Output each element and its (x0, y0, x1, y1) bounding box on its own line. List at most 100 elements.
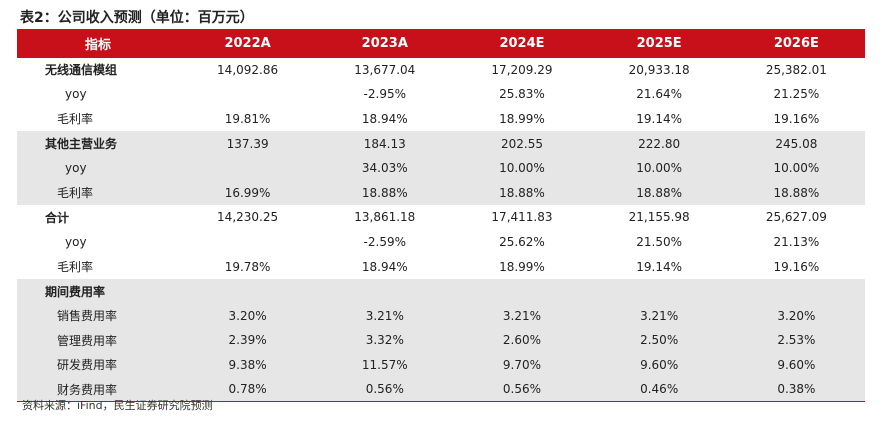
table-cell: 3.21% (502, 308, 542, 323)
table-cell: 18.99% (499, 259, 545, 274)
table-cell: 202.55 (500, 136, 543, 151)
row-label: 销售费用率 (57, 309, 118, 324)
table-row: 毛利率 16.99% 18.88% 18.88% 18.88% 18.88% (17, 180, 865, 206)
table-cell: 19.14% (636, 111, 683, 126)
table-cell: 19.81% (224, 111, 271, 126)
row-label: 毛利率 (57, 186, 94, 201)
table-cell: 16.99% (224, 185, 271, 200)
revenue-forecast-table: 指标 2022A 2023A 2024E 2025E 2026E 无线通信模组 1… (17, 29, 865, 402)
table-row: 毛利率 19.81% 18.94% 18.99% 19.14% 19.16% (17, 107, 865, 132)
table-row: 销售费用率 3.20% 3.21% 3.21% 3.21% 3.20% (17, 303, 865, 329)
table-cell (453, 279, 590, 304)
table-cell: 13,861.18 (354, 210, 416, 225)
table-cell: 18.88% (361, 185, 408, 200)
table-cell: 2.50% (640, 333, 679, 348)
table-cell: 34.03% (361, 161, 408, 176)
table-cell: 0.56% (365, 382, 404, 397)
table-cell: 21.25% (773, 87, 820, 102)
table-cell: 18.99% (499, 111, 545, 126)
table-cell: 18.88% (636, 185, 683, 200)
table-cell: 3.21% (365, 308, 404, 323)
table-row: 其他主营业务 137.39 184.13 202.55 222.80 245.08 (17, 131, 865, 156)
table-cell: 25,382.01 (765, 62, 827, 77)
header-cell-2023a: 2023A (316, 29, 454, 58)
row-label: 财务费用率 (57, 382, 118, 397)
table-row: 财务费用率 0.78% 0.56% 0.56% 0.46% 0.38% (17, 377, 865, 402)
table-cell: 18.88% (773, 185, 820, 200)
table-cell (179, 82, 316, 107)
table-cell (179, 279, 316, 304)
table-cell: 222.80 (638, 136, 681, 151)
table-row: yoy -2.95% 25.83% 21.64% 21.25% (17, 82, 865, 107)
table-cell: 0.38% (777, 382, 816, 397)
row-label: 管理费用率 (57, 333, 118, 348)
table-cell: 9.70% (502, 357, 542, 372)
table-cell: 14,092.86 (217, 62, 279, 77)
table-cell: 21,155.98 (628, 210, 690, 225)
row-label: 合计 (45, 210, 70, 225)
row-label: 毛利率 (57, 260, 94, 275)
forecast-table-container: 指标 2022A 2023A 2024E 2025E 2026E 无线通信模组 1… (17, 29, 865, 402)
row-label: yoy (65, 161, 87, 176)
table-cell: 3.21% (640, 308, 679, 323)
table-cell: 137.39 (226, 136, 269, 151)
row-label: 毛利率 (57, 112, 94, 127)
table-row: 合计 14,230.25 13,861.18 17,411.83 21,155.98 25… (17, 205, 865, 230)
table-cell: 0.46% (640, 382, 679, 397)
table-row: 毛利率 19.78% 18.94% 18.99% 19.14% 19.16% (17, 254, 865, 279)
table-cell (179, 230, 316, 255)
table-row: 期间费用率 (17, 278, 865, 304)
table-cell: 10.00% (636, 161, 683, 176)
table-cell: 19.78% (224, 259, 271, 274)
table-cell: 9.60% (777, 357, 816, 372)
source-note: 资料来源：iFind，民生证券研究院预测 (22, 399, 213, 412)
table-cell: 18.94% (361, 259, 408, 274)
table-cell: 9.60% (640, 357, 679, 372)
header-cell-metric: 指标 (17, 29, 179, 58)
header-cell-2024e: 2024E (453, 29, 591, 58)
table-cell: 3.20% (228, 308, 267, 323)
table-cell (179, 156, 316, 181)
row-label: 研发费用率 (57, 358, 118, 373)
table-cell: 3.32% (365, 333, 404, 348)
table-cell: 11.57% (361, 357, 408, 372)
table-cell: 245.08 (775, 136, 818, 151)
table-cell: 20,933.18 (628, 62, 690, 77)
table-cell (728, 279, 865, 304)
table-cell: 21.50% (636, 234, 683, 249)
table-body: 无线通信模组 14,092.86 13,677.04 17,209.29 20,933.… (17, 58, 865, 402)
table-cell: 10.00% (499, 161, 545, 176)
header-cell-2026e: 2026E (727, 29, 865, 58)
table-cell: 17,411.83 (491, 210, 553, 225)
table-row: yoy 34.03% 10.00% 10.00% 10.00% (17, 155, 865, 181)
table-cell: 18.94% (361, 111, 408, 126)
table-cell: 0.78% (228, 382, 267, 397)
row-label: 其他主营业务 (45, 137, 118, 152)
table-cell: 9.38% (228, 357, 267, 372)
table-cell: 13,677.04 (354, 62, 416, 77)
table-cell: 0.56% (502, 382, 542, 397)
table-cell: 19.16% (773, 259, 820, 274)
table-row: 管理费用率 2.39% 3.32% 2.60% 2.50% 2.53% (17, 328, 865, 353)
header-cell-2025e: 2025E (590, 29, 728, 58)
table-cell: 19.16% (773, 111, 820, 126)
table-cell: 21.64% (636, 87, 683, 102)
table-cell: 184.13 (363, 136, 406, 151)
table-cell: 25,627.09 (765, 210, 827, 225)
table-cell: 25.62% (499, 234, 545, 249)
table-row: 研发费用率 9.38% 11.57% 9.70% 9.60% 9.60% (17, 352, 865, 378)
table-cell: 14,230.25 (217, 210, 279, 225)
table-cell: 2.60% (502, 333, 542, 348)
table-cell: 2.39% (228, 333, 267, 348)
row-label: yoy (65, 234, 87, 249)
table-cell (591, 279, 728, 304)
table-header-row: 指标 2022A 2023A 2024E 2025E 2026E (17, 29, 865, 58)
header-cell-2022a: 2022A (179, 29, 317, 58)
table-cell: 25.83% (499, 87, 545, 102)
row-label: yoy (65, 87, 87, 102)
table-cell: -2.95% (363, 87, 406, 102)
table-cell (316, 279, 453, 304)
table-cell: 17,209.29 (491, 62, 553, 77)
table-cell: 10.00% (773, 161, 820, 176)
table-cell: 19.14% (636, 259, 683, 274)
